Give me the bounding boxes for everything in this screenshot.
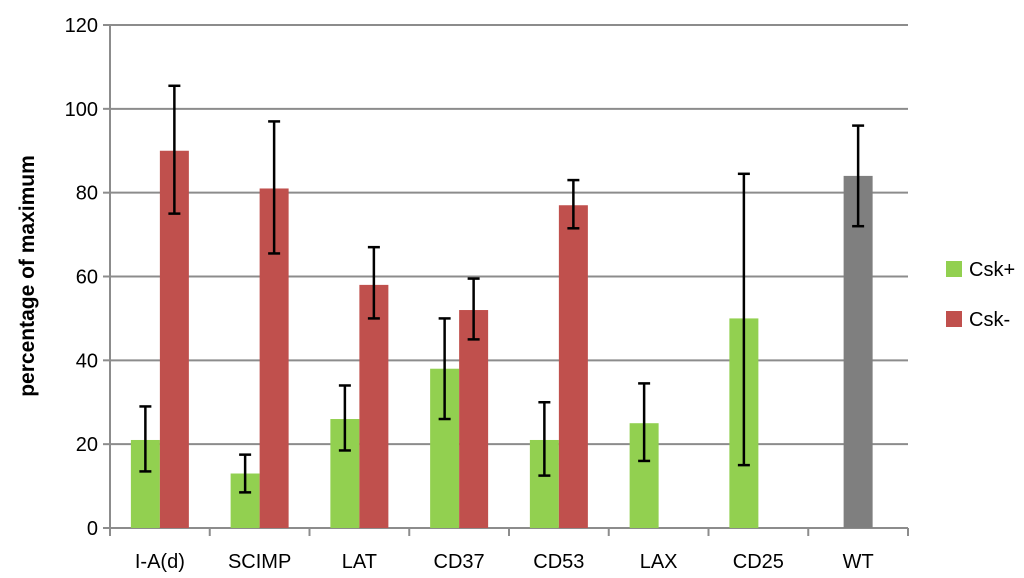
bar (843, 175, 873, 528)
bar (459, 310, 489, 528)
legend-label: Csk+ (969, 259, 1015, 281)
y-axis-label: percentage of maximum (16, 155, 39, 397)
x-tick-label: CD25 (733, 551, 784, 573)
y-tick-label: 120 (65, 15, 98, 37)
legend: Csk+ Csk- (946, 259, 1015, 331)
x-tick-label: CD53 (533, 551, 584, 573)
bars (130, 150, 873, 528)
y-tick-label: 80 (76, 183, 98, 205)
bar (558, 205, 588, 528)
tick-labels: 0 20 40 60 80 100 120 I-A(d) SCIMP LAT CD37 CD53 LAX… (65, 15, 874, 573)
bar (359, 284, 389, 528)
x-tick-label: LAT (342, 551, 377, 573)
axes (103, 24, 909, 536)
y-tick-label: 0 (87, 518, 98, 540)
x-tick-label: I-A(d) (135, 551, 185, 573)
legend-swatch (946, 311, 962, 327)
error-bars (139, 84, 865, 494)
x-tick-label: CD37 (434, 551, 485, 573)
x-tick-label: WT (843, 551, 874, 573)
y-tick-label: 20 (76, 434, 98, 456)
y-tick-label: 40 (76, 350, 98, 372)
y-tick-label: 60 (76, 267, 98, 289)
x-tick-label: LAX (640, 551, 678, 573)
legend-label: Csk- (969, 309, 1010, 331)
gridlines (110, 24, 908, 446)
y-tick-label: 100 (65, 99, 98, 121)
x-tick-label: SCIMP (228, 551, 291, 573)
legend-swatch (946, 261, 962, 277)
